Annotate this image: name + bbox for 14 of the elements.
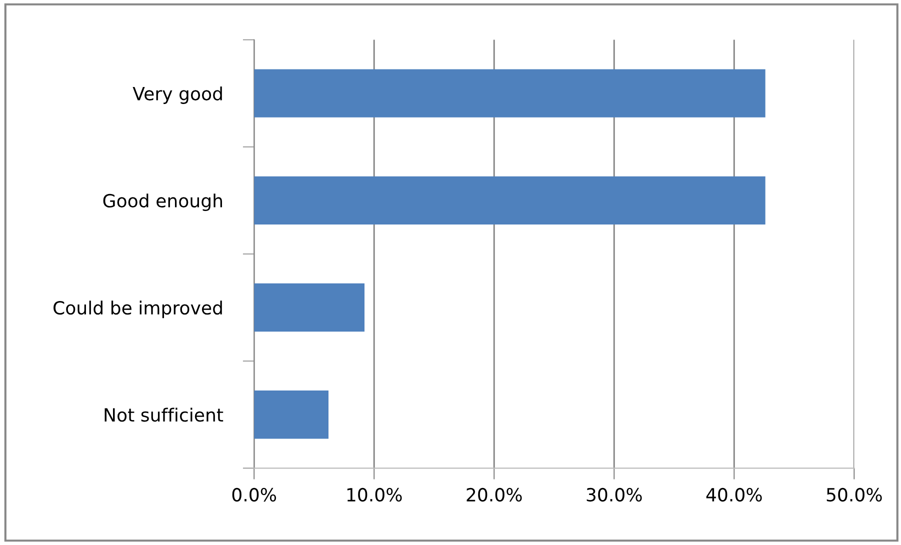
x-tick-label: 40.0% xyxy=(706,488,762,502)
y-tick-label: Could be improved xyxy=(54,300,222,318)
bar xyxy=(254,390,328,439)
bar xyxy=(254,283,364,332)
bar xyxy=(254,69,766,118)
x-tick-label: 30.0% xyxy=(586,488,642,502)
x-tick-label: 20.0% xyxy=(466,488,522,502)
x-tick-label: 0.0% xyxy=(232,488,276,502)
x-tick-label: 10.0% xyxy=(347,488,402,502)
y-tick-label: Very good xyxy=(132,86,222,104)
bar xyxy=(254,176,766,225)
y-tick-label: Not sufficient xyxy=(104,408,224,422)
y-tick-label: Good enough xyxy=(103,194,222,212)
x-tick-label: 50.0% xyxy=(826,488,882,502)
